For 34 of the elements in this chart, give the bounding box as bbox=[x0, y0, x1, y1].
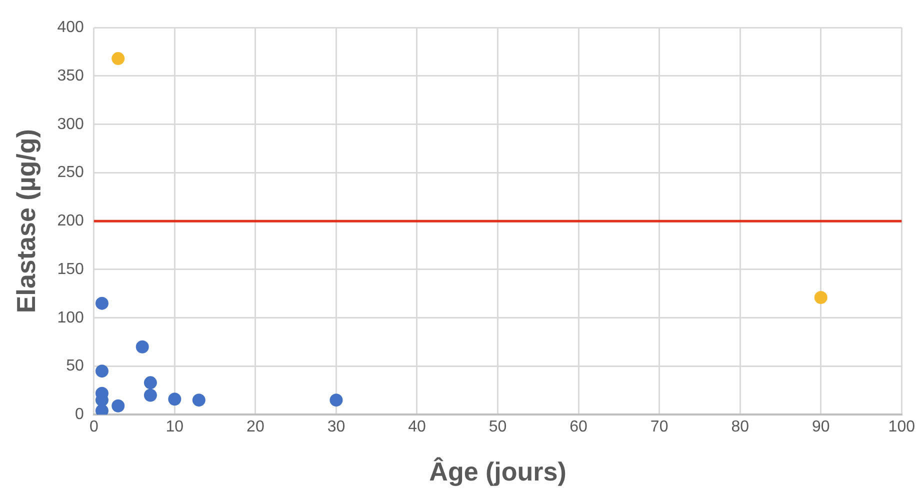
x-tick-label: 10 bbox=[166, 418, 184, 436]
x-tick-label: 50 bbox=[488, 418, 507, 436]
x-tick-label: 40 bbox=[408, 418, 426, 436]
x-axis-title: Âge (jours) bbox=[429, 456, 566, 487]
y-tick-label: 50 bbox=[66, 358, 84, 375]
x-tick-label: 30 bbox=[327, 418, 346, 436]
y-tick-label: 250 bbox=[57, 164, 84, 182]
y-tick-label: 100 bbox=[57, 309, 84, 326]
point bbox=[136, 340, 149, 354]
point bbox=[144, 388, 157, 402]
point bbox=[95, 404, 108, 415]
point bbox=[330, 394, 343, 407]
x-tick-label: 70 bbox=[650, 418, 668, 436]
point bbox=[192, 394, 206, 407]
y-tick-label: 200 bbox=[57, 212, 84, 230]
point bbox=[95, 364, 108, 378]
y-axis-title: Elastase (µg/g) bbox=[10, 129, 41, 314]
y-tick-label: 150 bbox=[57, 260, 84, 278]
y-tick-label: 300 bbox=[57, 116, 84, 133]
x-tick-label: 100 bbox=[888, 418, 916, 436]
x-tick-label: 90 bbox=[812, 418, 830, 436]
x-tick-label: 80 bbox=[731, 418, 750, 436]
point bbox=[95, 296, 108, 310]
x-tick-label: 60 bbox=[570, 418, 588, 436]
point bbox=[144, 376, 157, 390]
y-tick-label: 400 bbox=[57, 19, 84, 36]
y-tick-label: 350 bbox=[57, 67, 84, 84]
x-tick-label: 0 bbox=[89, 418, 98, 436]
point bbox=[168, 392, 182, 406]
x-tick-label: 20 bbox=[246, 418, 264, 436]
point bbox=[814, 291, 828, 304]
point bbox=[112, 52, 125, 66]
y-tick-label: 0 bbox=[74, 406, 84, 424]
point bbox=[112, 399, 125, 412]
